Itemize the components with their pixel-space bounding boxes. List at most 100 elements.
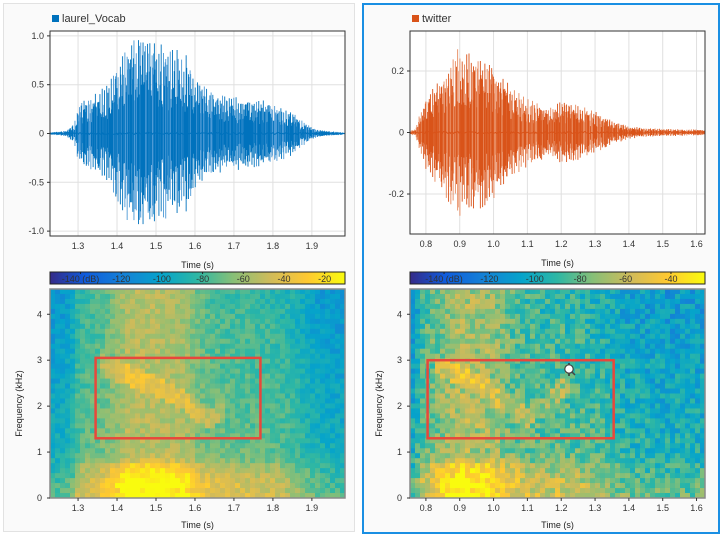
spectrogram-cell (335, 308, 341, 315)
spectrogram-cell (625, 428, 631, 434)
spectrogram-cell (465, 448, 471, 454)
spectrogram-cell (505, 443, 511, 449)
spectrogram-cell (280, 413, 286, 419)
spectrogram-cell (470, 398, 476, 405)
spectrogram-cell (215, 348, 221, 355)
spectrogram-cell (320, 403, 326, 410)
spectrogram-cell (125, 408, 131, 415)
spectrogram-cell (465, 418, 471, 424)
spectrogram-cell (200, 428, 206, 434)
spectrogram-cell (245, 403, 251, 410)
spectrogram-cell (130, 383, 136, 390)
spectrogram-cell (240, 418, 246, 424)
spectrogram-cell (410, 448, 416, 454)
spectrogram-cell (680, 483, 686, 489)
spectrogram-cell (505, 418, 511, 424)
spectrogram-cell (495, 478, 501, 484)
spectrogram-cell (205, 398, 211, 405)
spectrogram-cell (225, 338, 231, 345)
spectrogram-cell (680, 333, 686, 340)
spectrogram-cell (265, 493, 271, 498)
spectrogram-cell (155, 463, 161, 469)
spectrogram-cell (500, 378, 506, 385)
spectrogram-cell (520, 398, 526, 405)
spectrogram-cell (615, 478, 621, 484)
spectrogram-cell (470, 438, 476, 444)
spectrogram-cell (185, 368, 191, 375)
spectrogram-cell (325, 418, 331, 424)
region-of-interest-box[interactable] (94, 356, 262, 440)
spectrogram-cell (65, 483, 71, 489)
spectrogram-cell (685, 438, 691, 444)
spectrogram-cell (600, 433, 606, 439)
spectrogram-cell (230, 308, 236, 315)
spectrogram-cell (520, 293, 526, 300)
spectrogram-cell (90, 293, 96, 300)
spectrogram-cell (335, 453, 341, 459)
spectrogram-cell (480, 448, 486, 454)
spectrogram-cell (475, 483, 481, 489)
spectrogram-cell (325, 348, 331, 355)
spectrogram-cell (430, 423, 436, 429)
spectrogram-cell (140, 478, 146, 484)
spectrogram-cell (435, 323, 441, 330)
spectrogram-cell (275, 403, 281, 410)
spectrogram-cell (75, 328, 81, 335)
spectrogram-cell (590, 289, 596, 295)
spectrogram-cell (330, 338, 336, 345)
spectrogram-cell (120, 468, 126, 474)
spectrogram-cell (685, 488, 691, 494)
spectrogram-cell (175, 448, 181, 454)
spectrogram-cell (665, 408, 671, 415)
spectrogram-cell (670, 463, 676, 469)
spectrogram-cell (135, 493, 141, 498)
spectrogram-cell (170, 303, 176, 310)
spectrogram-cell (300, 488, 306, 494)
spectrogram-cell (530, 443, 536, 449)
spectrogram-cell (495, 348, 501, 355)
spectrogram-cell (95, 423, 101, 429)
spectrogram-cell (635, 293, 641, 300)
spectrogram-cell (310, 293, 316, 300)
spectrogram-cell (200, 373, 206, 380)
spectrogram-cell (450, 428, 456, 434)
spectrogram-cell (135, 303, 141, 310)
spectrogram-cell (645, 318, 651, 325)
spectrogram-cell (75, 348, 81, 355)
spectrogram-cell (95, 448, 101, 454)
spectrogram-cell (235, 468, 241, 474)
spectrogram-cell (570, 458, 576, 464)
spectrogram-cell (480, 333, 486, 340)
spectrogram-cell (430, 388, 436, 395)
spectrogram-cell (315, 353, 321, 360)
spectrogram-cell (200, 333, 206, 340)
spectrogram-cell (570, 483, 576, 489)
spectrogram-cell (280, 408, 286, 415)
spectrogram-cell (270, 393, 276, 400)
spectrogram-cell (600, 493, 606, 498)
spectrogram-cell (325, 293, 331, 300)
spectrogram-cell (250, 438, 256, 444)
spectrogram-cell (455, 458, 461, 464)
spectrogram-cell (665, 298, 671, 305)
spectrogram-cell (165, 323, 171, 330)
spectrogram-cell (535, 338, 541, 345)
spectrogram-cell (80, 313, 86, 320)
spectrogram-cell (210, 448, 216, 454)
spectrogram-cell (320, 443, 326, 449)
spectrogram-cell (640, 343, 646, 350)
spectrogram-cell (240, 378, 246, 385)
spectrogram-cell (580, 289, 586, 295)
spectrogram-cell (660, 453, 666, 459)
spectrogram-cell (560, 333, 566, 340)
spectrogram-cell (650, 433, 656, 439)
spectrogram-cell (210, 418, 216, 424)
spectrogram-cell (630, 318, 636, 325)
spectrogram-cell (185, 378, 191, 385)
spectrogram-cell (645, 408, 651, 415)
spectrogram-cell (255, 293, 261, 300)
spectrogram-cell (595, 493, 601, 498)
spectrogram-cell (65, 358, 71, 365)
spectrogram-cell (95, 478, 101, 484)
spectrogram-cell (70, 403, 76, 410)
